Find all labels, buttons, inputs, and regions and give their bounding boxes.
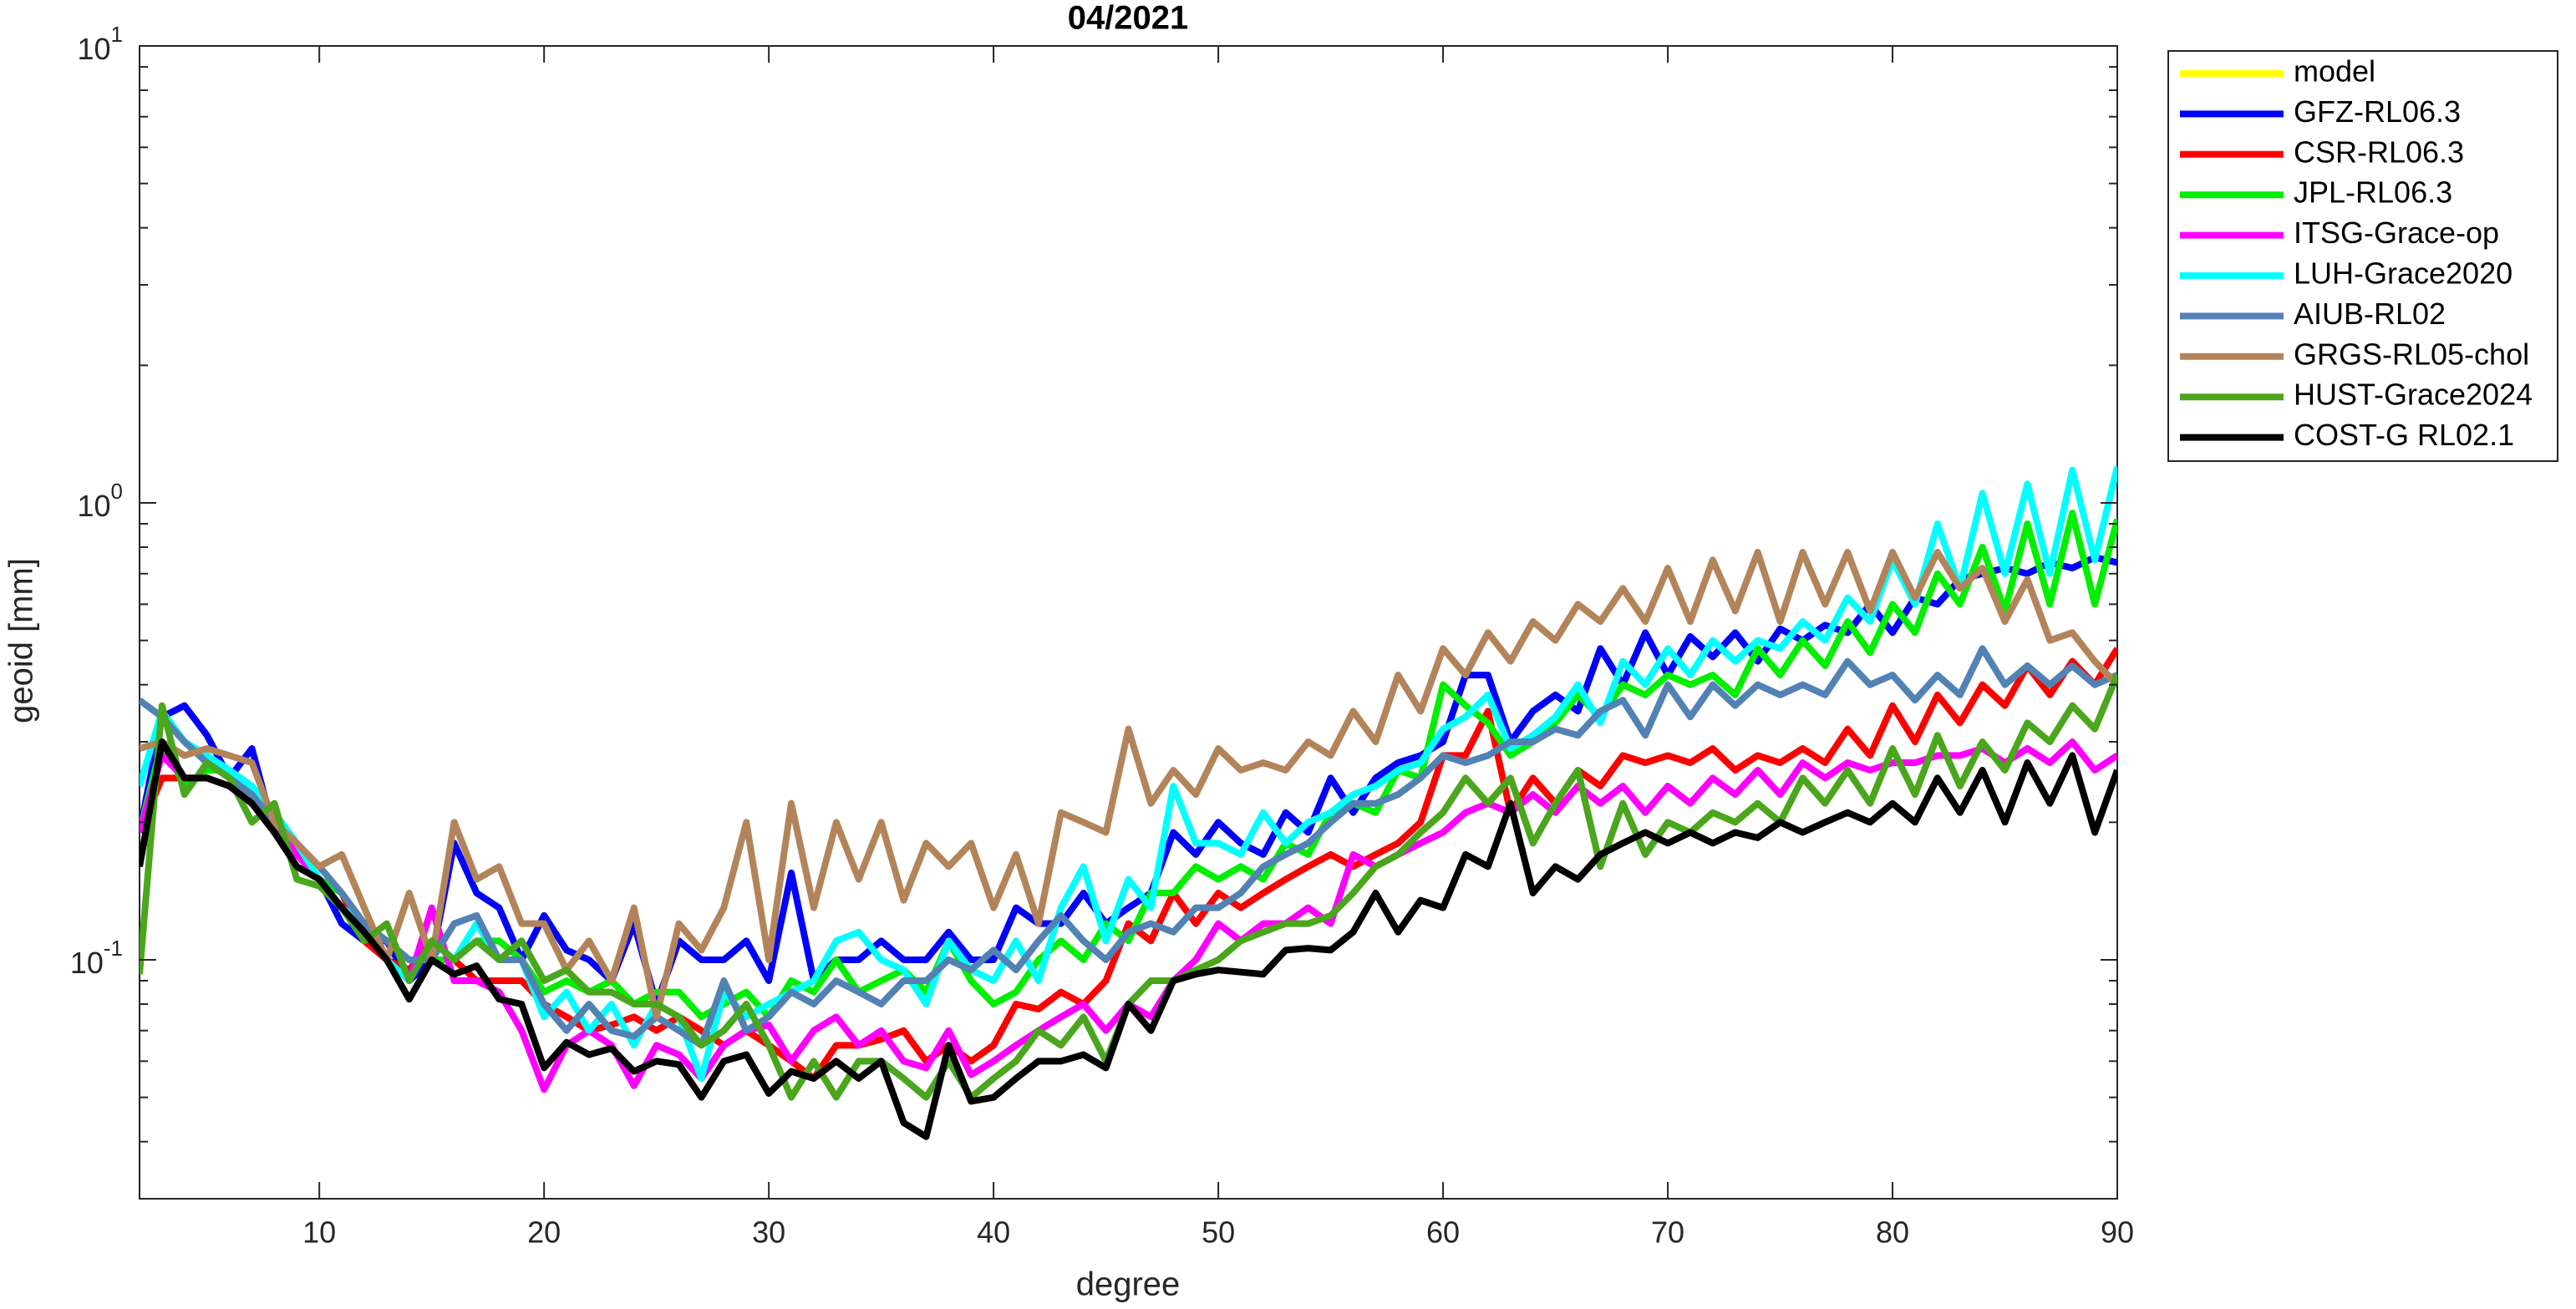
plot-area (139, 45, 2118, 1200)
x-tick-label: 80 (1876, 1215, 1909, 1250)
series-line (140, 554, 2117, 1007)
x-tick-label: 70 (1651, 1215, 1684, 1250)
legend-box (2167, 50, 2558, 462)
legend-label: LUH-Grace2020 (2294, 256, 2512, 291)
x-tick-label: 60 (1426, 1215, 1460, 1250)
chart-title: 04/2021 (1068, 0, 1189, 37)
series-line (140, 465, 2117, 1083)
series-line (140, 549, 2117, 1021)
tick-base: 10 (77, 32, 110, 66)
series-group (140, 465, 2117, 1140)
x-tick-label: 30 (752, 1215, 785, 1250)
legend-label: AIUB-RL02 (2294, 297, 2446, 331)
tick-exponent: 0 (111, 479, 123, 504)
legend-label: ITSG-Grace-op (2294, 216, 2499, 250)
y-tick-label: 100 (77, 479, 123, 523)
series-line (140, 647, 2117, 1083)
x-axis-label: degree (1076, 1266, 1181, 1303)
legend-label: GFZ-RL06.3 (2294, 94, 2461, 129)
tick-exponent: 1 (111, 22, 123, 47)
x-tick-label: 40 (977, 1215, 1010, 1250)
series-line (140, 645, 2117, 1049)
legend-label: COST-G RL02.1 (2294, 418, 2514, 452)
x-tick-label: 10 (302, 1215, 336, 1250)
x-tick-label: 50 (1202, 1215, 1235, 1250)
legend-label: CSR-RL06.3 (2294, 134, 2464, 169)
legend-label: model (2294, 54, 2375, 89)
x-tick-label: 20 (527, 1215, 561, 1250)
y-tick-label: 10-1 (70, 936, 123, 980)
legend-label: GRGS-RL05-chol (2294, 337, 2529, 371)
legend-label: HUST-Grace2024 (2294, 378, 2533, 412)
legend-label: JPL-RL06.3 (2294, 175, 2452, 210)
x-tick-label: 90 (2101, 1215, 2134, 1250)
y-axis-label: geoid [mm] (3, 558, 40, 723)
tick-base: 10 (77, 489, 110, 523)
tick-base: 10 (70, 946, 104, 980)
y-tick-label: 101 (77, 22, 123, 66)
tick-exponent: -1 (104, 936, 123, 961)
series-line (140, 738, 2117, 1140)
